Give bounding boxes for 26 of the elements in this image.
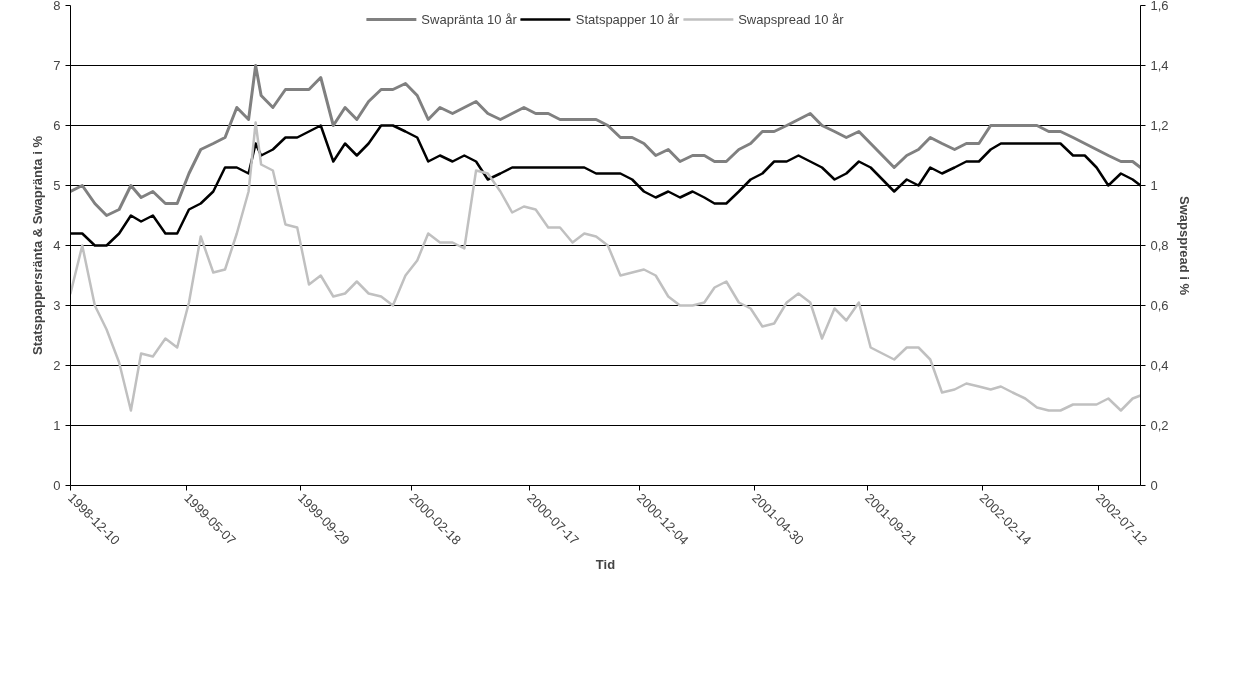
y2-tick-label: 1,6 [1150,0,1169,13]
y-tick-label: 1 [53,418,61,433]
y-tick-label: 7 [53,58,61,73]
y-tick-label: 5 [53,178,61,193]
legend-label: Swapränta 10 år [421,11,517,27]
y-tick-label: 8 [53,0,61,13]
y2-tick-label: 0,6 [1150,298,1169,313]
y2-tick-label: 0,2 [1150,418,1169,433]
line-series [70,121,1141,412]
y2-axis-title: Swapspread i % [1176,196,1192,296]
y2-tick-label: 0,4 [1150,358,1169,373]
y2-tick-label: 1 [1150,178,1158,193]
y-tick-label: 2 [53,358,61,373]
y2-tick-label: 0,8 [1150,238,1169,253]
y-axis-title: Statspappersränta & Swapränta i % [30,135,46,355]
x-axis-title: Tid [595,556,616,572]
y-tick-label: 0 [53,478,61,493]
y2-tick-label: 1,2 [1150,118,1169,133]
y-tick-label: 4 [53,238,61,253]
y2-tick-label: 0 [1150,478,1158,493]
line-series [70,64,1141,217]
y2-tick-label: 1,4 [1150,58,1169,73]
legend-label: Statspapper 10 år [575,11,680,27]
legend-label: Swapspread 10 år [738,11,844,27]
y-tick-label: 6 [53,118,61,133]
y-tick-label: 3 [53,298,61,313]
